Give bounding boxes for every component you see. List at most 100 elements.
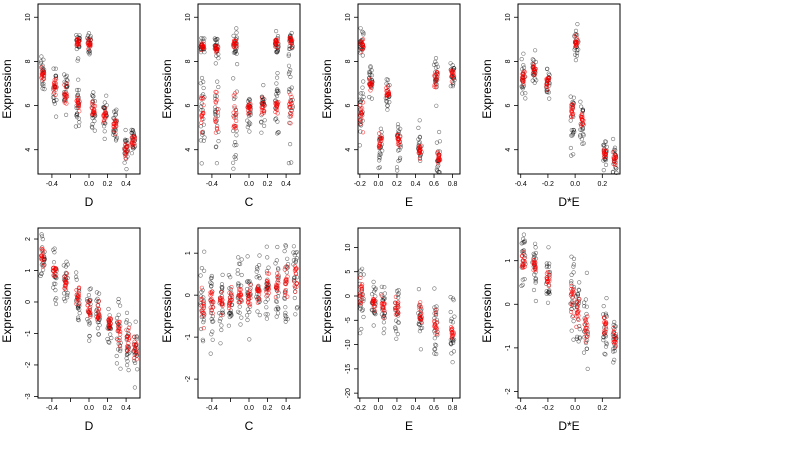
fitted-point: [611, 325, 616, 331]
scatter-points: [519, 22, 619, 175]
observed-point: [521, 232, 527, 237]
observed-point: [449, 351, 454, 356]
observed-point: [275, 70, 280, 76]
observed-point: [97, 323, 102, 328]
fitted-point: [124, 336, 130, 341]
fitted-point: [449, 70, 455, 75]
fitted-point: [63, 95, 69, 100]
observed-point: [265, 255, 270, 260]
fitted-point: [377, 143, 382, 148]
observed-point: [53, 114, 59, 119]
observed-point: [209, 275, 214, 280]
observed-point: [433, 313, 439, 318]
observed-point: [199, 290, 204, 295]
fitted-point: [545, 81, 550, 87]
observed-point: [571, 319, 576, 324]
observed-point: [86, 293, 91, 298]
fitted-point: [275, 286, 280, 292]
observed-point: [436, 169, 441, 174]
observed-point: [448, 309, 453, 315]
fitted-point: [449, 335, 455, 340]
observed-point: [291, 244, 297, 249]
observed-point: [208, 310, 214, 316]
observed-point: [360, 266, 365, 271]
observed-point: [285, 317, 290, 322]
y-tick-label: -1: [505, 345, 512, 351]
observed-point: [264, 244, 269, 249]
observed-point: [519, 283, 524, 289]
observed-point: [113, 112, 118, 117]
fitted-point: [435, 331, 440, 336]
x-tick-label: 0.2: [263, 181, 273, 188]
observed-point: [63, 74, 68, 80]
observed-point: [132, 385, 137, 390]
panel-de-expression-bottom: -0.4 -0.2 0.0 0.2 -2 -1 0 1 D*E Expression: [480, 227, 621, 433]
observed-point: [283, 265, 288, 270]
observed-point: [40, 86, 45, 91]
observed-point: [575, 304, 580, 310]
observed-point: [54, 97, 59, 103]
fitted-point: [436, 153, 441, 158]
x-tick-label: 0.0: [374, 405, 384, 412]
y-tick-label: -3: [25, 393, 32, 399]
observed-point: [601, 168, 606, 173]
fitted-point: [612, 334, 617, 339]
fitted-point: [396, 310, 401, 316]
observed-point: [273, 117, 278, 122]
fitted-point: [264, 288, 269, 293]
observed-point: [357, 143, 362, 148]
fitted-point: [569, 114, 574, 120]
fitted-point: [199, 120, 204, 125]
y-tick-label: 4: [185, 148, 192, 152]
fitted-point: [256, 283, 261, 288]
fitted-point: [603, 322, 608, 327]
fitted-point: [64, 94, 70, 99]
fitted-point: [520, 71, 525, 77]
fitted-point: [96, 299, 101, 304]
fitted-point: [358, 275, 363, 281]
fitted-point: [358, 117, 363, 122]
fitted-point: [433, 307, 438, 313]
observed-point: [450, 360, 455, 365]
y-tick-label: 4: [345, 148, 352, 152]
observed-point: [125, 359, 130, 364]
observed-point: [396, 125, 401, 130]
observed-point: [571, 264, 576, 269]
fitted-point: [41, 254, 47, 259]
observed-point: [434, 351, 439, 357]
fitted-point: [603, 149, 608, 154]
observed-point: [573, 31, 578, 37]
fitted-point: [199, 297, 204, 302]
x-tick-label: 0.4: [411, 405, 421, 412]
fitted-point: [546, 75, 551, 80]
scatter-points: [38, 232, 140, 390]
observed-point: [209, 316, 214, 322]
observed-point: [382, 326, 387, 331]
y-tick-label: 10: [185, 13, 192, 21]
fitted-point: [115, 337, 120, 342]
observed-point: [74, 113, 79, 118]
observed-point: [520, 277, 525, 282]
observed-point: [255, 309, 260, 314]
observed-point: [530, 78, 535, 83]
observed-point: [200, 108, 205, 113]
observed-point: [287, 70, 292, 75]
observed-point: [201, 339, 206, 344]
fitted-point: [520, 74, 525, 79]
observed-point: [215, 79, 220, 84]
fitted-point: [545, 269, 551, 275]
observed-point: [369, 292, 375, 297]
x-axis-title: C: [245, 195, 254, 209]
x-tick-label: 0.2: [597, 405, 607, 412]
observed-point: [51, 66, 56, 71]
observed-point: [73, 124, 78, 129]
observed-point: [533, 245, 538, 250]
observed-point: [74, 87, 80, 93]
fitted-point: [64, 101, 69, 106]
y-tick-label: 10: [505, 13, 512, 21]
observed-point: [612, 349, 617, 354]
observed-point: [577, 324, 582, 329]
observed-point: [275, 49, 280, 54]
fitted-point: [288, 99, 293, 104]
fitted-point: [611, 149, 617, 154]
